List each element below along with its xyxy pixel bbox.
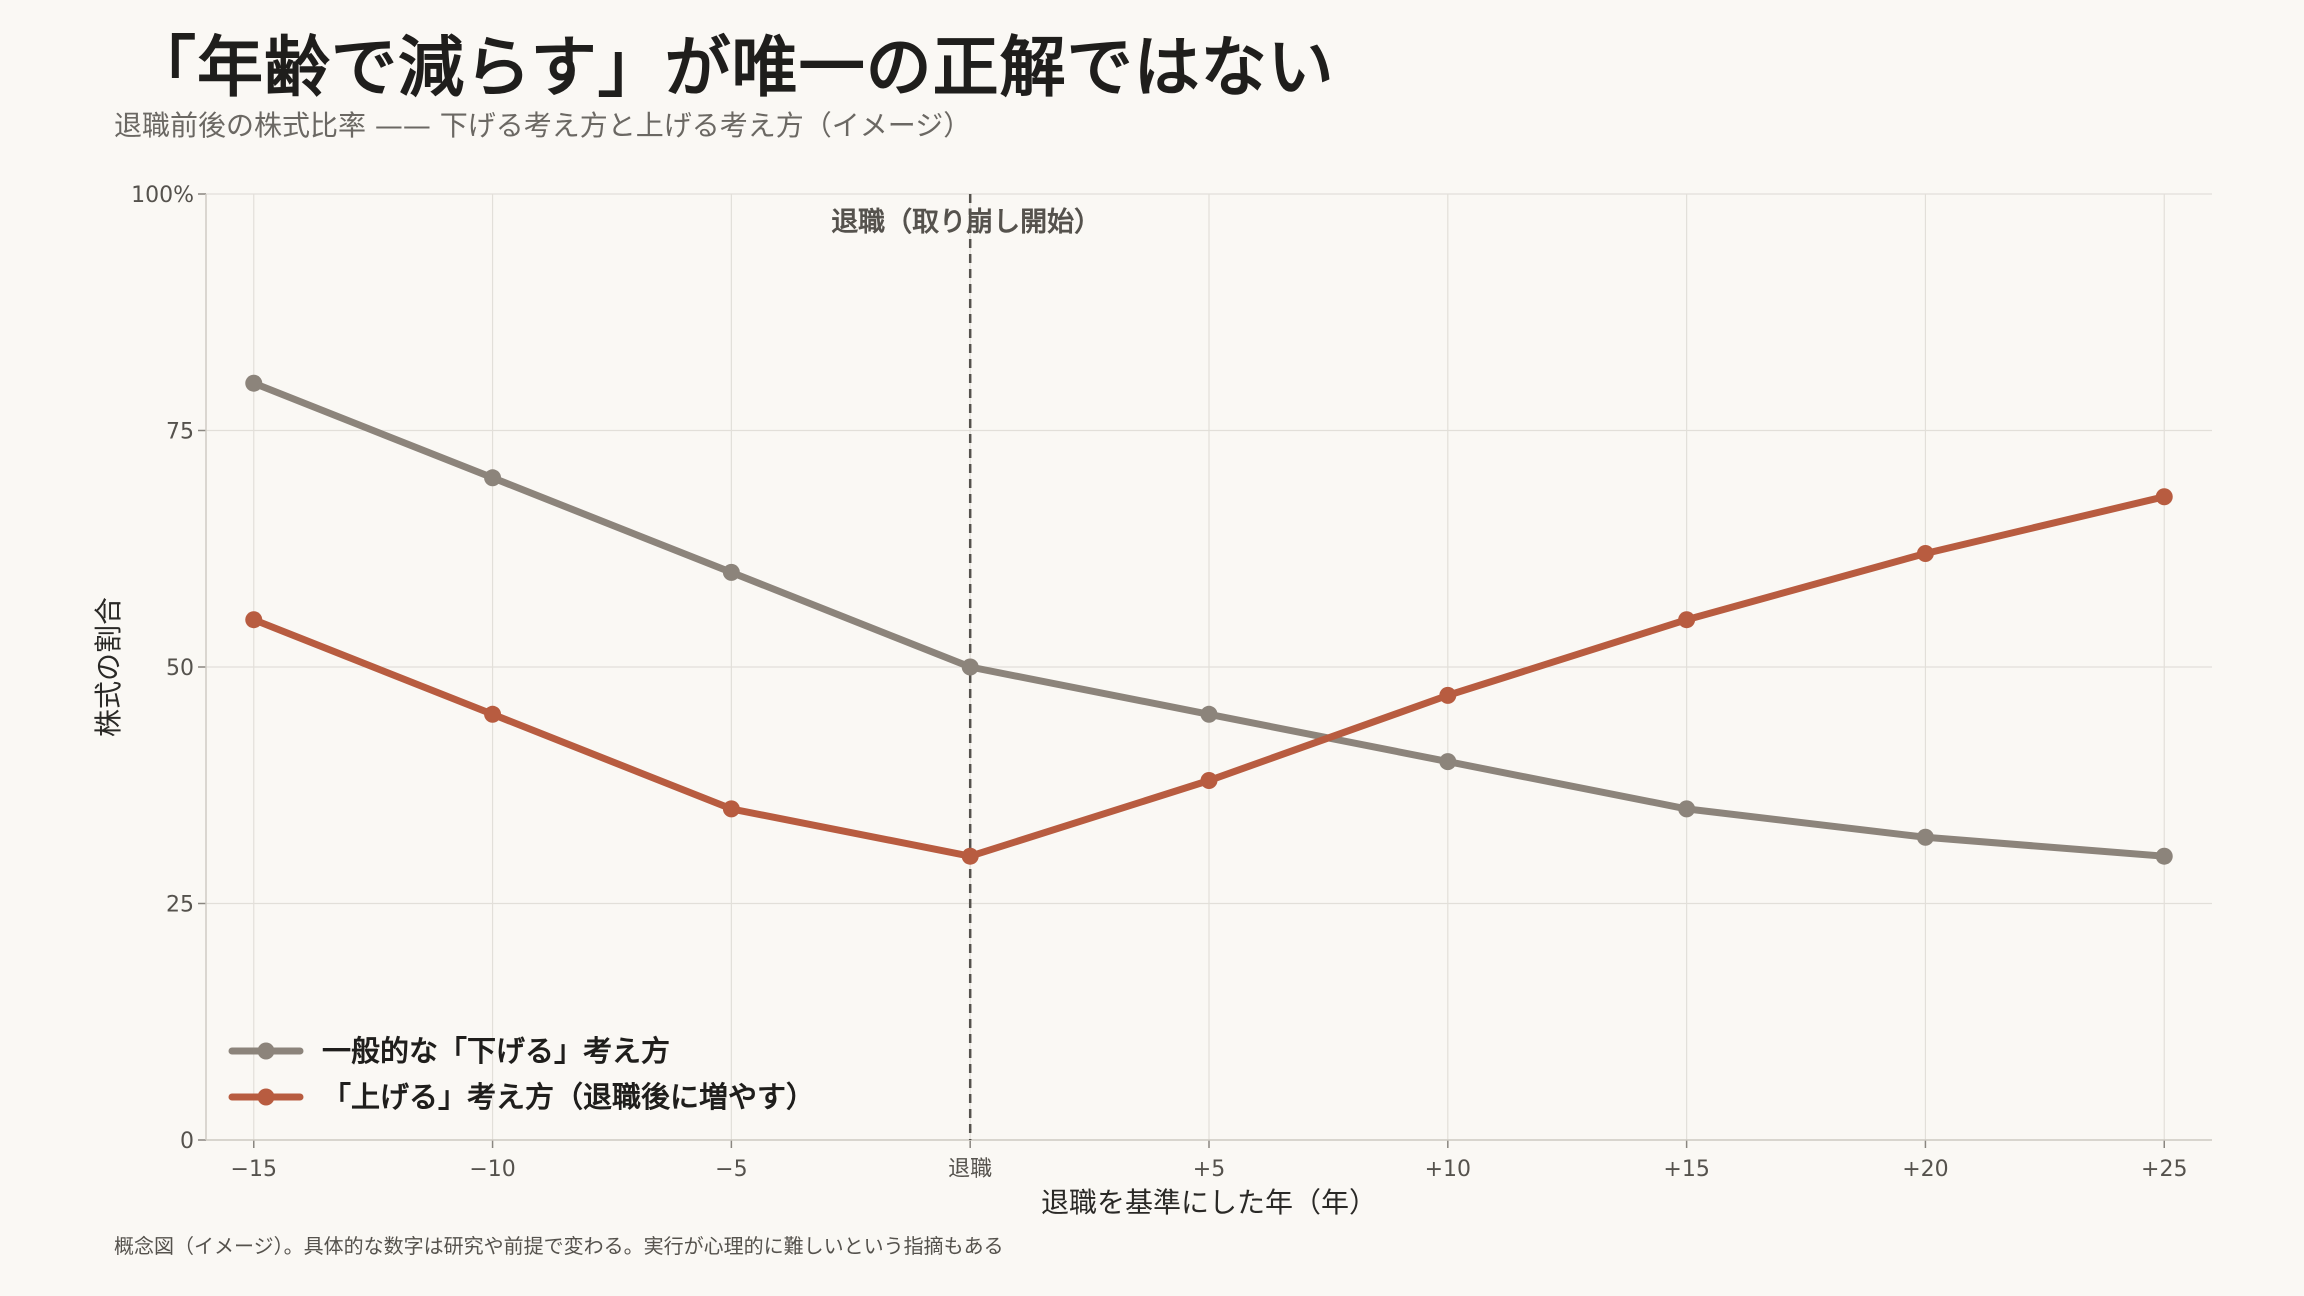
legend-swatch-marker <box>257 1088 275 1106</box>
series-2-point <box>1200 772 1218 790</box>
y-tick-label: 50 <box>166 656 194 681</box>
series-2-point <box>1916 544 1934 562</box>
legend: 一般的な「下げる」考え方「上げる」考え方（退職後に増やす） <box>228 1034 815 1114</box>
page-title: 「年齢で減らす」が唯一の正解ではない <box>130 29 1335 106</box>
page-subtitle: 退職前後の株式比率 —— 下げる考え方と上げる考え方（イメージ） <box>114 109 972 142</box>
series-2-point <box>961 847 979 865</box>
x-tick-label: +10 <box>1425 1157 1471 1182</box>
series-1-point <box>722 563 740 581</box>
series-2-point <box>1678 611 1696 629</box>
x-tick-label: +15 <box>1663 1157 1709 1182</box>
series-1-point <box>2155 847 2173 865</box>
x-tick-label: 退職 <box>948 1157 992 1182</box>
y-tick-label: 75 <box>166 420 194 445</box>
series-2-point <box>1439 686 1457 704</box>
retirement-label: 退職（取り崩し開始） <box>831 206 1101 238</box>
footnote: 概念図（イメージ）。具体的な数字は研究や前提で変わる。実行が心理的に難しいという… <box>114 1234 1004 1258</box>
y-axis-label: 株式の割合 <box>92 597 125 737</box>
axes: 0 25 50 75 100% −15 −10 −5 退職 +5 +10 +15 +20 +25 <box>131 183 2212 1182</box>
grid-lines <box>206 193 2212 1141</box>
legend-swatch-marker <box>257 1042 275 1060</box>
x-tick-label: +20 <box>1902 1157 1948 1182</box>
y-tick-label: 0 <box>180 1129 194 1154</box>
series-1-point <box>245 374 263 392</box>
series-1-point <box>1678 800 1696 818</box>
series-2-point <box>245 611 263 629</box>
series-group <box>245 374 2173 865</box>
series-2-point <box>722 800 740 818</box>
y-tick-label: 100% <box>131 183 194 208</box>
series-2-point <box>2155 488 2173 506</box>
series-2-point <box>484 705 502 723</box>
x-tick-label: −5 <box>715 1157 747 1182</box>
y-tick-label: 25 <box>166 893 194 918</box>
series-1-point <box>1439 753 1457 771</box>
series-1-point <box>961 658 979 676</box>
x-axis-label: 退職を基準にした年（年） <box>1041 1186 1377 1219</box>
x-tick-label: −15 <box>231 1157 277 1182</box>
x-tick-label: −10 <box>469 1157 515 1182</box>
x-tick-label: +5 <box>1193 1157 1225 1182</box>
legend-entry-1: 一般的な「下げる」考え方 <box>322 1034 670 1068</box>
x-tick-label: +25 <box>2141 1157 2187 1182</box>
series-1-point <box>484 469 502 487</box>
series-1-point <box>1200 705 1218 723</box>
legend-entry-2: 「上げる」考え方（退職後に増やす） <box>322 1080 815 1114</box>
series-1-point <box>1916 828 1934 846</box>
